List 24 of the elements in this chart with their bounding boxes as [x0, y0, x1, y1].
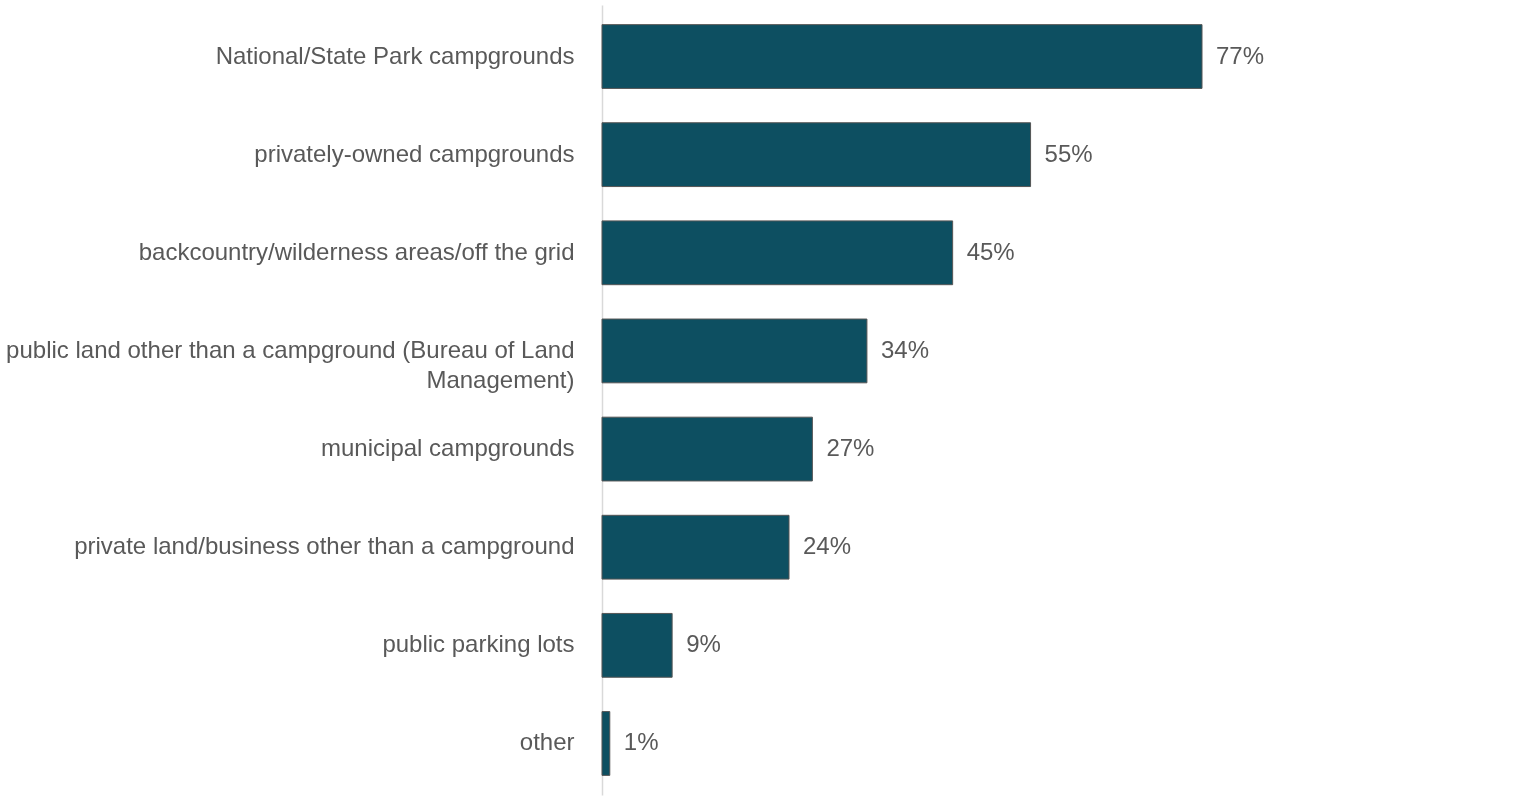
- bar: [601, 220, 954, 286]
- y-tick-label: National/State Park campgrounds: [215, 41, 575, 69]
- data-label: 34%: [880, 335, 929, 363]
- bar: [601, 24, 1203, 89]
- bar: [601, 514, 790, 580]
- bar: [601, 318, 868, 384]
- data-label: 24%: [803, 532, 852, 560]
- data-label: 77%: [1216, 41, 1265, 69]
- data-label: 45%: [966, 237, 1015, 265]
- y-tick-label: private land/business other than a campground: [74, 532, 575, 560]
- y-tick-label: municipal campgrounds: [321, 434, 575, 462]
- data-label: 55%: [1044, 139, 1093, 167]
- data-label: 27%: [826, 434, 875, 462]
- bar: [601, 612, 673, 678]
- y-tick-label: other: [519, 728, 575, 756]
- data-label: 1%: [623, 728, 659, 756]
- y-tick-label: privately-owned campgrounds: [254, 139, 575, 167]
- bar: [601, 416, 813, 482]
- y-tick-label: public parking lots: [382, 630, 575, 658]
- y-tick-label: public land other than a campground (Bureau of Land Management): [6, 335, 575, 393]
- data-label: 9%: [686, 630, 721, 658]
- bar: [601, 711, 611, 776]
- y-tick-label: backcountry/wilderness areas/off the grid: [138, 237, 575, 265]
- bar: [601, 122, 1032, 188]
